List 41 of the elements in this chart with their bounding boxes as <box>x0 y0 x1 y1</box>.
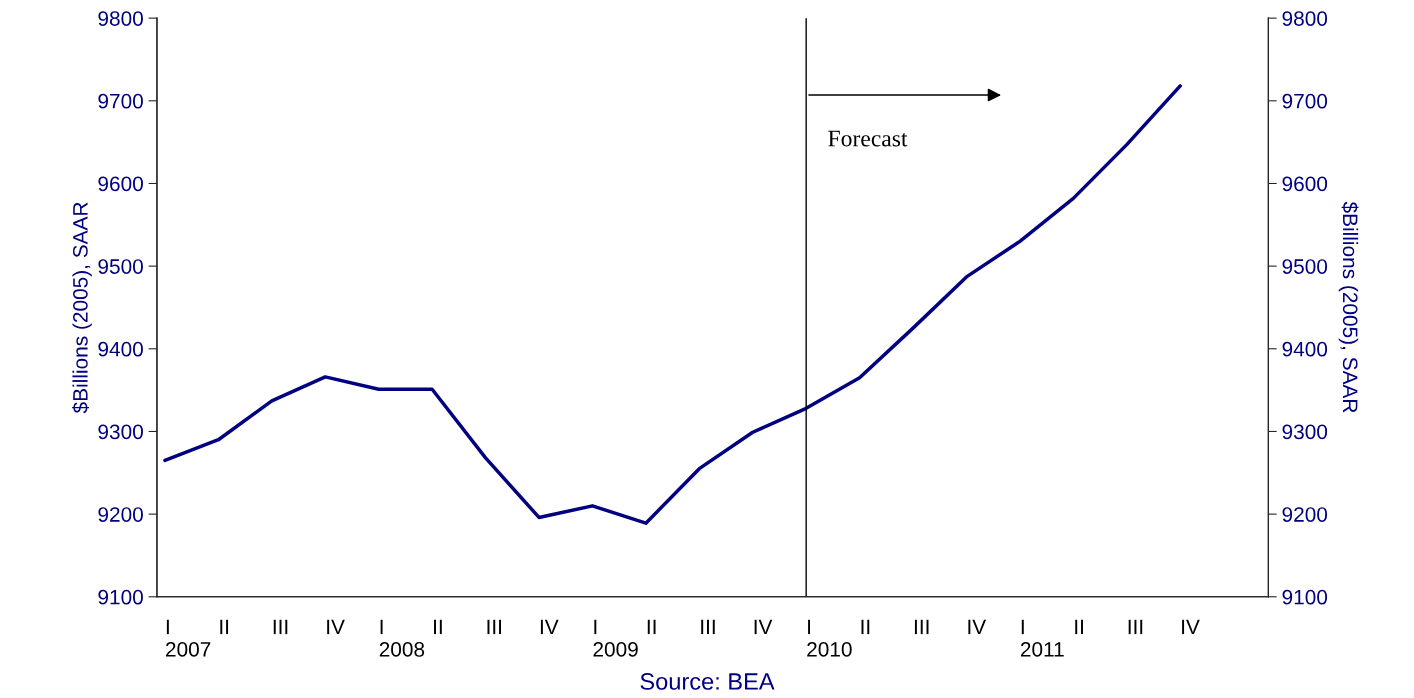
x-tick-label: III <box>273 619 288 635</box>
y-tick-label: 9500 <box>98 259 143 274</box>
x-tick-label: II <box>861 619 870 635</box>
x-tick-label: IV <box>754 619 773 635</box>
x-tick-label: II <box>434 619 442 635</box>
x-tick-label: I 2011 <box>1020 619 1064 657</box>
y-axis-title: $Billions (2005), SAAR <box>72 202 92 414</box>
y2-tick-label: 9800 <box>1282 11 1328 26</box>
y-tick-label: 9600 <box>98 176 143 192</box>
x-tick-label: II <box>647 619 656 635</box>
y2-tick-label: 9500 <box>1282 259 1328 274</box>
x-tick-label: III <box>701 619 715 635</box>
x-tick-label: I 2008 <box>379 619 425 657</box>
y2-tick-label: 9700 <box>1282 93 1328 109</box>
y2-tick-label: 9400 <box>1282 341 1328 357</box>
line-series <box>163 84 1182 525</box>
x-tick-label: II <box>1075 619 1083 635</box>
x-tick-label: III <box>1128 619 1143 635</box>
y2-tick-label: 9600 <box>1282 176 1328 192</box>
y-tick-label: 9800 <box>98 11 143 26</box>
y-tick-label: 9100 <box>98 589 143 605</box>
x-tick-label: IV <box>1182 619 1200 635</box>
y2-tick-label: 9200 <box>1282 507 1328 522</box>
y-tick-label: 9700 <box>98 93 143 109</box>
x-tick-label: III <box>914 619 929 635</box>
x-tick-label: I 2010 <box>807 619 852 657</box>
annotation: Forecast <box>828 130 908 147</box>
x-tick-label: II <box>220 619 229 635</box>
x-tick-label: IV <box>968 619 987 635</box>
x-tick-label: I 2007 <box>166 619 211 657</box>
y2-axis-title: $Billions (2005), SAAR <box>1338 201 1359 413</box>
source-note: Source: BEA <box>640 673 775 690</box>
x-tick-label: I 2009 <box>593 619 638 657</box>
x-tick-label: III <box>487 619 502 635</box>
x-tick-label: IV <box>540 619 559 635</box>
y-tick-label: 9200 <box>98 507 143 522</box>
y-tick-label: 9300 <box>98 424 143 440</box>
x-tick-label: IV <box>327 619 345 635</box>
y-tick-label: 9400 <box>98 341 143 357</box>
y2-tick-label: 9300 <box>1282 424 1328 440</box>
y2-tick-label: 9100 <box>1282 589 1328 605</box>
